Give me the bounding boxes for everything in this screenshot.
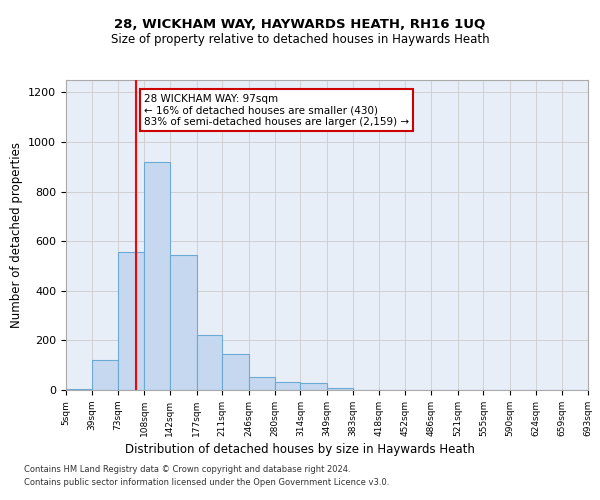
Bar: [197, 336, 222, 390]
Text: Size of property relative to detached houses in Haywards Heath: Size of property relative to detached ho…: [110, 32, 490, 46]
Text: Distribution of detached houses by size in Haywards Heath: Distribution of detached houses by size …: [125, 442, 475, 456]
Text: Contains public sector information licensed under the Open Government Licence v3: Contains public sector information licen…: [24, 478, 389, 487]
Bar: [301, 383, 327, 390]
Bar: [66, 389, 92, 390]
Bar: [222, 354, 249, 390]
Bar: [144, 162, 170, 390]
Bar: [275, 382, 301, 390]
Bar: [118, 252, 144, 390]
Text: Contains HM Land Registry data © Crown copyright and database right 2024.: Contains HM Land Registry data © Crown c…: [24, 466, 350, 474]
Bar: [170, 255, 197, 390]
Y-axis label: Number of detached properties: Number of detached properties: [10, 142, 23, 328]
Text: 28 WICKHAM WAY: 97sqm
← 16% of detached houses are smaller (430)
83% of semi-det: 28 WICKHAM WAY: 97sqm ← 16% of detached …: [144, 94, 409, 127]
Bar: [327, 388, 353, 390]
Bar: [249, 377, 275, 390]
Bar: [92, 360, 118, 390]
Text: 28, WICKHAM WAY, HAYWARDS HEATH, RH16 1UQ: 28, WICKHAM WAY, HAYWARDS HEATH, RH16 1U…: [115, 18, 485, 30]
